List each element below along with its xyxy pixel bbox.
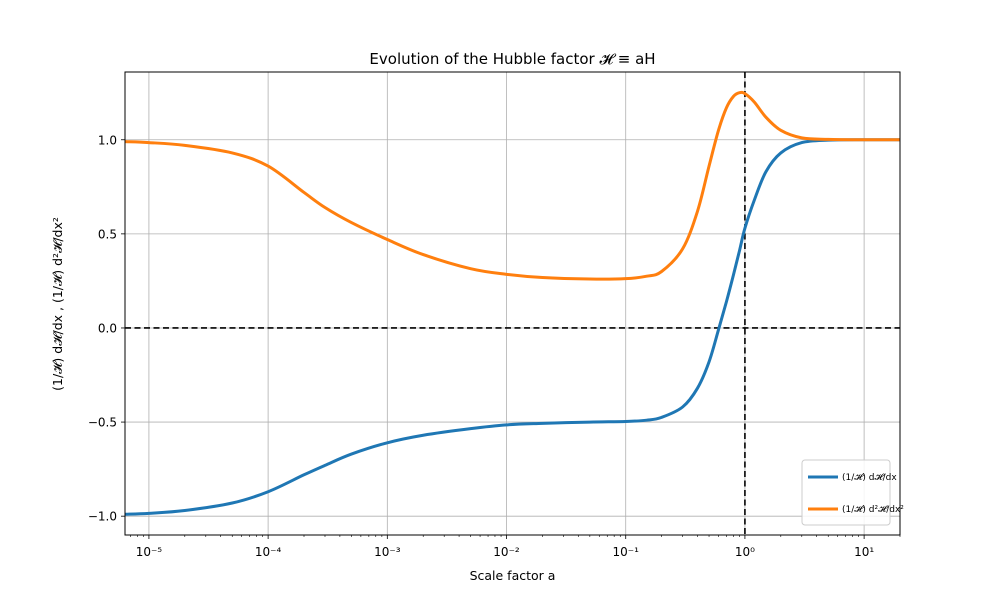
x-tick-label: 10⁻¹ bbox=[613, 545, 640, 559]
x-tick-label: 10⁻² bbox=[493, 545, 520, 559]
x-tick-label: 10⁰ bbox=[735, 545, 755, 559]
legend-box bbox=[801, 459, 891, 526]
x-tick-label: 10¹ bbox=[854, 545, 874, 559]
plot-area: 10⁻⁵ 10⁻⁴ 10⁻³ 10⁻² 10⁻¹ 10⁰ 10¹ −1.0 −0.5 0.0 0.5… bbox=[88, 71, 904, 559]
y-tick-label: −1.0 bbox=[88, 510, 117, 524]
legend-label-2: (1/𝓗) d²𝓗/dx² bbox=[842, 505, 904, 515]
legend-label-1: (1/𝓗) d𝓗/dx bbox=[842, 473, 897, 483]
x-tick-label: 10⁻³ bbox=[374, 545, 401, 559]
series-line-1 bbox=[124, 138, 901, 516]
x-tick-label: 10⁻⁵ bbox=[136, 545, 163, 559]
y-tick-label: 1.0 bbox=[98, 133, 117, 147]
chart-title: Evolution of the Hubble factor 𝓗 ≡ aH bbox=[369, 50, 655, 68]
y-tick-label: −0.5 bbox=[88, 416, 117, 430]
y-axis-title: (1/𝓗) d𝓗/dx , (1/𝓗) d²𝓗/dx² bbox=[50, 217, 65, 391]
x-tick-label: 10⁻⁴ bbox=[255, 545, 282, 559]
x-axis-title: Scale factor a bbox=[470, 568, 556, 583]
series-line-2 bbox=[124, 90, 901, 281]
y-tick-label: 0.0 bbox=[98, 321, 117, 335]
plot-frame bbox=[124, 71, 901, 536]
y-tick-label: 0.5 bbox=[98, 227, 117, 241]
